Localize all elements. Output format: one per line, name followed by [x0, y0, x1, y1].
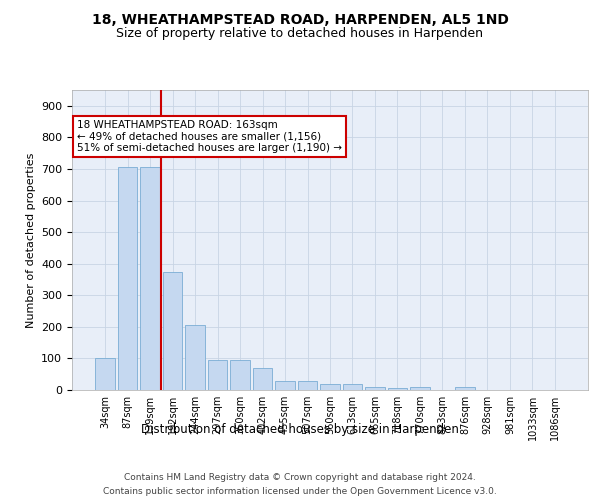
Text: Size of property relative to detached houses in Harpenden: Size of property relative to detached ho…: [116, 28, 484, 40]
Bar: [455, 388, 475, 390]
Text: Contains public sector information licensed under the Open Government Licence v3: Contains public sector information licen…: [103, 488, 497, 496]
Text: Contains HM Land Registry data © Crown copyright and database right 2024.: Contains HM Land Registry data © Crown c…: [124, 472, 476, 482]
Bar: [140, 167, 160, 390]
Bar: [365, 387, 385, 390]
Bar: [320, 384, 340, 390]
Bar: [163, 272, 182, 390]
Bar: [95, 358, 115, 390]
Bar: [298, 380, 317, 390]
Text: 18 WHEATHAMPSTEAD ROAD: 163sqm
← 49% of detached houses are smaller (1,156)
51% : 18 WHEATHAMPSTEAD ROAD: 163sqm ← 49% of …: [77, 120, 342, 153]
Bar: [118, 167, 137, 390]
Text: 18, WHEATHAMPSTEAD ROAD, HARPENDEN, AL5 1ND: 18, WHEATHAMPSTEAD ROAD, HARPENDEN, AL5 …: [92, 12, 508, 26]
Y-axis label: Number of detached properties: Number of detached properties: [26, 152, 35, 328]
Text: Distribution of detached houses by size in Harpenden: Distribution of detached houses by size …: [141, 422, 459, 436]
Bar: [388, 388, 407, 390]
Bar: [275, 380, 295, 390]
Bar: [185, 326, 205, 390]
Bar: [343, 384, 362, 390]
Bar: [253, 368, 272, 390]
Bar: [230, 360, 250, 390]
Bar: [208, 360, 227, 390]
Bar: [410, 387, 430, 390]
